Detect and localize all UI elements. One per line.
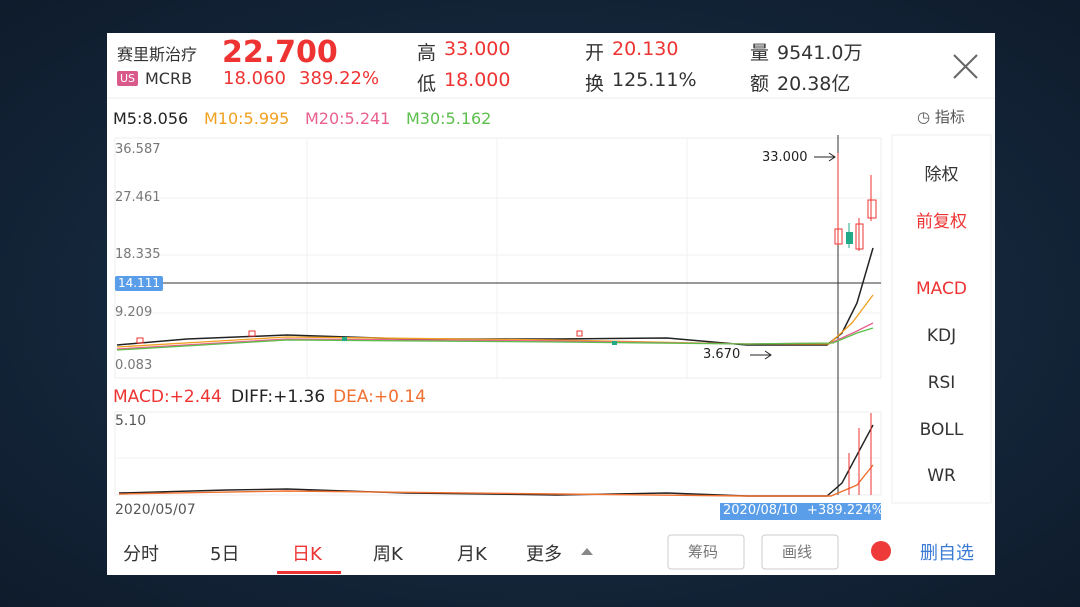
- stat-value: 20.38亿: [777, 73, 851, 95]
- stat-label: 开: [585, 42, 605, 64]
- ma: M10:5.995: [204, 109, 290, 128]
- cursor-date: 2020/08/10: [723, 503, 798, 518]
- change-pct: 389.22%: [299, 68, 380, 89]
- crosshair-price: 14.111: [118, 276, 160, 290]
- tab[interactable]: 分时: [123, 544, 159, 565]
- start-date: 2020/05/07: [115, 502, 196, 518]
- button[interactable]: 画线: [782, 543, 813, 561]
- stat-label: 高: [417, 42, 437, 64]
- side-menu-item[interactable]: 前复权: [916, 212, 967, 232]
- ticker: MCRB: [145, 69, 193, 88]
- indicator-label: 指标: [934, 108, 965, 126]
- price: 22.700: [222, 35, 338, 70]
- ma: M5:8.056: [113, 109, 189, 128]
- change: 18.060: [223, 68, 286, 89]
- tab[interactable]: 更多: [526, 544, 562, 565]
- stat-value: 125.11%: [612, 69, 697, 91]
- tab[interactable]: 5日: [210, 544, 240, 565]
- ma: M20:5.241: [305, 109, 391, 128]
- axis-label: 27.461: [115, 190, 161, 205]
- chart-art: [107, 54, 995, 574]
- stock-name: 赛里斯治疗: [117, 45, 198, 64]
- stat-value: 33.000: [444, 38, 511, 60]
- quote-panel: 赛里斯治疗 22.700 US MCRB 18.060 389.22% M5:8…: [107, 33, 995, 575]
- tab[interactable]: 周K: [373, 544, 403, 565]
- ma: M30:5.162: [406, 109, 492, 128]
- diff: DIFF:+1.36: [231, 387, 326, 407]
- tab[interactable]: 月K: [457, 544, 487, 565]
- macd: MACD:+2.44: [113, 387, 222, 407]
- axis-label: 36.587: [115, 142, 161, 157]
- stat-label: 量: [750, 42, 770, 64]
- side-menu-item[interactable]: 除权: [924, 165, 959, 185]
- cursor-change: +389.224%: [807, 503, 885, 518]
- axis-label: 9.209: [115, 305, 153, 320]
- market-badge: US: [117, 71, 139, 86]
- stat-value: 9541.0万: [777, 42, 863, 64]
- stat-label: 换: [585, 73, 605, 95]
- side-menu-item[interactable]: KDJ: [926, 326, 957, 346]
- axis-label: 5.10: [115, 413, 147, 429]
- low-note: 3.670: [703, 347, 741, 362]
- stat-value: 18.000: [444, 69, 511, 91]
- dea: DEA:+0.14: [333, 387, 426, 407]
- stat-value: 20.130: [612, 38, 679, 60]
- remove-watchlist[interactable]: 删自选: [920, 543, 974, 564]
- indicator-button[interactable]: ◷ 指标: [917, 108, 965, 126]
- side-menu-item[interactable]: WR: [927, 466, 956, 486]
- stat-label: 低: [417, 73, 437, 95]
- stat-label: 额: [750, 73, 770, 95]
- side-menu-item[interactable]: MACD: [916, 279, 967, 299]
- high-note: 33.000: [762, 150, 808, 165]
- axis-label: 18.335: [115, 247, 161, 262]
- button[interactable]: 筹码: [688, 543, 719, 561]
- tab[interactable]: 日K: [292, 544, 322, 565]
- side-menu-item[interactable]: BOLL: [919, 420, 964, 440]
- side-menu-item[interactable]: RSI: [927, 373, 956, 393]
- axis-label: 0.083: [115, 358, 153, 373]
